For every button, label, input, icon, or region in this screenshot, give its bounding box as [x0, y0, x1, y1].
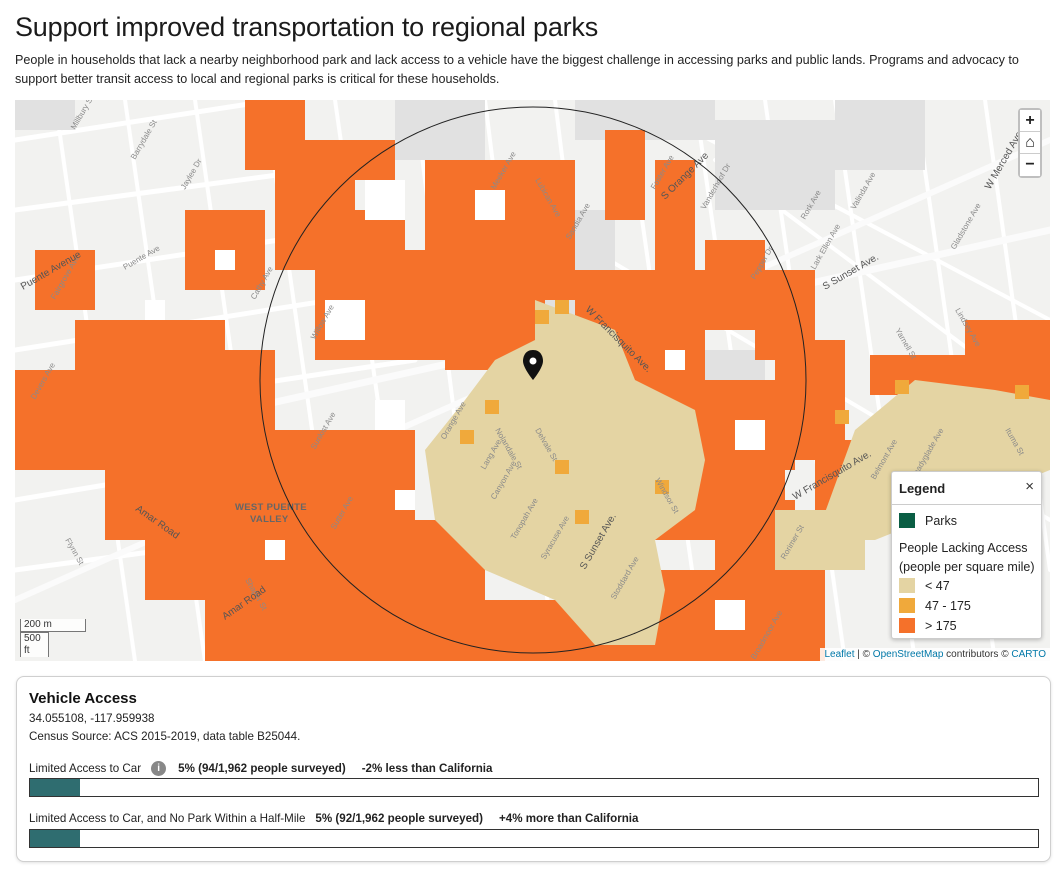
progress-bar-fill — [30, 779, 81, 796]
metric-value: 5% (92/1,962 people surveyed) — [315, 812, 483, 825]
zoom-control: + ⌂ − — [1018, 108, 1042, 178]
legend-divider — [892, 504, 1041, 505]
metric-value: 5% (94/1,962 people surveyed) — [178, 762, 346, 775]
metric-compare: -2% less than California — [361, 762, 493, 775]
location-pin-icon[interactable] — [523, 350, 543, 380]
high-swatch — [899, 618, 915, 633]
radius-circle — [259, 106, 807, 654]
density-layer-mid — [460, 300, 1029, 524]
legend-row-parks: Parks — [899, 513, 957, 528]
page-title: Support improved transportation to regio… — [15, 12, 599, 42]
progress-bar — [29, 829, 1039, 848]
scale-bar: 200 m 500 ft — [20, 619, 86, 657]
legend-heading: People Lacking Access (people per square… — [899, 541, 1035, 574]
census-source: Census Source: ACS 2015-2019, data table… — [29, 730, 301, 743]
leaflet-link[interactable]: Leaflet — [824, 649, 855, 660]
progress-bar-fill — [30, 830, 81, 847]
high-label: > 175 — [925, 618, 957, 633]
intro-text: People in households that lack a nearby … — [15, 53, 1019, 86]
low-swatch — [899, 578, 915, 593]
metric-row: Limited Access to Car i 5% (94/1,962 peo… — [29, 761, 492, 776]
metric-label: Limited Access to Car — [29, 762, 142, 775]
scale-metric: 200 m — [20, 619, 86, 632]
place-label-line-1: WEST PUENTE — [235, 502, 307, 513]
mid-label: 47 - 175 — [925, 598, 971, 613]
legend-close-button[interactable]: × — [1025, 478, 1034, 495]
parks-swatch — [899, 513, 915, 528]
vehicle-access-panel: Vehicle Access 34.055108, -117.959938 Ce… — [16, 676, 1051, 862]
osm-link[interactable]: OpenStreetMap — [872, 649, 944, 660]
info-icon[interactable]: i — [151, 761, 167, 776]
map[interactable]: Millbury St Barrydale St Jaylee Dr Cathy… — [15, 100, 1050, 661]
zoom-in-button[interactable]: + — [1020, 110, 1040, 132]
mid-swatch — [899, 598, 915, 613]
legend-row-high: > 175 — [899, 618, 957, 633]
panel-title: Vehicle Access — [29, 690, 137, 707]
attribution-contributors: contributors © — [943, 649, 1012, 660]
progress-bar — [29, 778, 1039, 797]
zoom-out-button[interactable]: − — [1020, 154, 1040, 176]
attribution-separator: | © — [854, 649, 873, 660]
home-button[interactable]: ⌂ — [1020, 132, 1040, 154]
legend-row-low: < 47 — [899, 578, 950, 593]
coordinates: 34.055108, -117.959938 — [29, 712, 155, 725]
low-label: < 47 — [925, 578, 950, 593]
place-label-west-puente-valley: WEST PUENTE VALLEY — [235, 502, 307, 525]
map-attribution: Leaflet | © OpenStreetMap contributors ©… — [820, 648, 1050, 661]
legend: Legend × Parks People Lacking Access (pe… — [891, 471, 1042, 639]
legend-title: Legend — [899, 481, 946, 496]
holes-white — [145, 180, 765, 630]
metric-label: Limited Access to Car, and No Park Withi… — [29, 812, 306, 825]
carto-link[interactable]: CARTO — [1011, 649, 1046, 660]
scale-imperial: 500 ft — [20, 632, 49, 657]
metric-compare: +4% more than California — [498, 812, 639, 825]
svg-text:Valinda Ave: Valinda Ave — [849, 170, 878, 211]
map-canvas[interactable]: Millbury St Barrydale St Jaylee Dr Cathy… — [15, 100, 1050, 661]
parks-label: Parks — [925, 513, 957, 528]
legend-row-mid: 47 - 175 — [899, 598, 971, 613]
metric-row: Limited Access to Car, and No Park Withi… — [29, 812, 638, 825]
place-label-line-2: VALLEY — [250, 514, 289, 525]
